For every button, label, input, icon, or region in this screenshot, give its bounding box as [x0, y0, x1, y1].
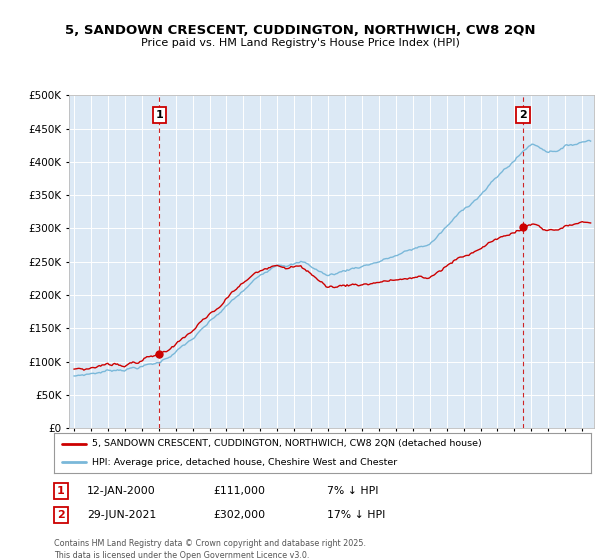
Text: HPI: Average price, detached house, Cheshire West and Chester: HPI: Average price, detached house, Ches… [92, 458, 397, 467]
Text: Contains HM Land Registry data © Crown copyright and database right 2025.
This d: Contains HM Land Registry data © Crown c… [54, 539, 366, 559]
Text: 17% ↓ HPI: 17% ↓ HPI [327, 510, 385, 520]
Text: 29-JUN-2021: 29-JUN-2021 [87, 510, 156, 520]
Text: 2: 2 [519, 110, 527, 120]
Text: 1: 1 [155, 110, 163, 120]
Text: 7% ↓ HPI: 7% ↓ HPI [327, 486, 379, 496]
Text: Price paid vs. HM Land Registry's House Price Index (HPI): Price paid vs. HM Land Registry's House … [140, 38, 460, 48]
Text: £302,000: £302,000 [213, 510, 265, 520]
Text: 1: 1 [57, 486, 65, 496]
Text: 5, SANDOWN CRESCENT, CUDDINGTON, NORTHWICH, CW8 2QN: 5, SANDOWN CRESCENT, CUDDINGTON, NORTHWI… [65, 24, 535, 36]
Text: 12-JAN-2000: 12-JAN-2000 [87, 486, 156, 496]
Text: 5, SANDOWN CRESCENT, CUDDINGTON, NORTHWICH, CW8 2QN (detached house): 5, SANDOWN CRESCENT, CUDDINGTON, NORTHWI… [92, 439, 481, 448]
Text: 2: 2 [57, 510, 65, 520]
Text: £111,000: £111,000 [213, 486, 265, 496]
